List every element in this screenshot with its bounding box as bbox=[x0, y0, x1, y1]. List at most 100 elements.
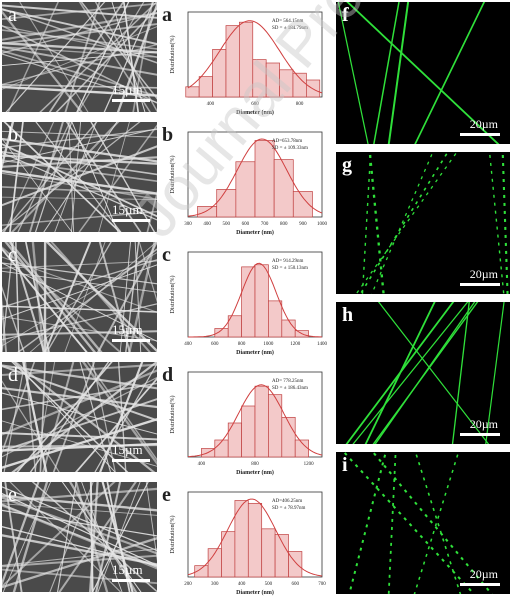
histogram-bar bbox=[241, 266, 256, 338]
panel-label: c bbox=[162, 244, 171, 266]
histogram-chart: 400 600 800 1000 1200 1400 Diameter (nm) Distri… bbox=[169, 251, 328, 356]
mean-annotation: AD= 778.25nm bbox=[272, 379, 304, 384]
histogram-c: 400 600 800 1000 1200 1400 Diameter (nm) Distri… bbox=[160, 242, 330, 357]
scale-label: 15µm bbox=[112, 202, 143, 217]
sem-panel-e: e 15µm bbox=[2, 482, 157, 592]
panel-label: i bbox=[342, 454, 348, 476]
histogram-bar bbox=[261, 528, 276, 578]
histogram-chart: 400 600 800 Diameter (nm) Distribution(%) AD=… bbox=[169, 11, 323, 116]
x-tick-label: 300 bbox=[184, 222, 192, 227]
fluorescence-fibers-image bbox=[342, 452, 494, 594]
x-tick-label: 1200 bbox=[290, 342, 301, 347]
sem-panel-c: c 15µm bbox=[2, 242, 157, 352]
histogram-bar bbox=[254, 385, 269, 458]
scale-label: 20µm bbox=[469, 567, 498, 581]
panel-label: c bbox=[8, 244, 17, 266]
x-tick-label: 800 bbox=[296, 102, 304, 107]
fluorescence-panel-h: h 20µm bbox=[336, 302, 510, 444]
sd-annotation: SD = ± 109.33nm bbox=[272, 146, 308, 151]
x-tick-label: 400 bbox=[184, 342, 192, 347]
sem-fibers-image bbox=[2, 122, 157, 232]
x-tick-label: 600 bbox=[242, 222, 250, 227]
histogram-bar bbox=[216, 189, 237, 218]
scale-label: 15µm bbox=[112, 82, 143, 97]
histogram-bar bbox=[254, 264, 269, 338]
histogram-bar bbox=[268, 394, 283, 458]
x-axis-label: Diameter (nm) bbox=[236, 469, 274, 476]
x-axis-label: Diameter (nm) bbox=[236, 589, 274, 596]
x-tick-label: 700 bbox=[318, 582, 326, 587]
scale-bar bbox=[460, 433, 500, 436]
histogram-bar bbox=[225, 25, 240, 98]
sem-panel-b: b 15µm bbox=[2, 122, 157, 232]
x-tick-label: 700 bbox=[261, 222, 269, 227]
x-tick-label: 1000 bbox=[263, 342, 274, 347]
histogram-a: 400 600 800 Diameter (nm) Distribution(%) AD=… bbox=[160, 2, 330, 117]
histogram-bar bbox=[198, 76, 213, 98]
fluorescence-fibers-image bbox=[337, 2, 500, 144]
x-tick-label: 600 bbox=[211, 342, 219, 347]
scale-bar bbox=[112, 219, 150, 222]
x-tick-label: 400 bbox=[207, 102, 215, 107]
y-axis-label: Distribution(%) bbox=[169, 36, 176, 74]
sd-annotation: SD = ± 184.79nm bbox=[272, 26, 308, 31]
y-axis-label: Distribution(%) bbox=[169, 276, 176, 314]
y-axis-label: Distribution(%) bbox=[169, 516, 176, 554]
scale-bar bbox=[460, 583, 500, 586]
scale-label: 15µm bbox=[112, 322, 143, 337]
fluorescence-panel-g: g 20µm bbox=[336, 152, 510, 294]
scale-label: 15µm bbox=[112, 442, 143, 457]
sem-panel-a: a 15µm bbox=[2, 2, 157, 112]
sem-fibers-image bbox=[2, 362, 157, 472]
scale-bar bbox=[112, 459, 150, 462]
scale-bar bbox=[112, 99, 150, 102]
sd-annotation: SD = ± 150.13nm bbox=[272, 266, 308, 271]
panel-label: f bbox=[342, 4, 349, 26]
x-axis-label: Diameter (nm) bbox=[236, 109, 274, 116]
histogram-bar bbox=[265, 62, 280, 98]
fit-curve bbox=[188, 262, 322, 338]
fluorescence-panel-f: f 20µm bbox=[336, 2, 510, 144]
y-axis-label: Distribution(%) bbox=[169, 156, 176, 194]
histogram-bar bbox=[281, 416, 296, 458]
x-tick-label: 400 bbox=[238, 582, 246, 587]
mean-annotation: AD=406.25nm bbox=[272, 499, 302, 504]
x-tick-label: 600 bbox=[251, 102, 259, 107]
x-tick-label: 1200 bbox=[304, 462, 315, 467]
fluorescence-fibers-image bbox=[345, 302, 505, 444]
x-tick-label: 1000 bbox=[317, 222, 328, 227]
scale-bar bbox=[460, 133, 500, 136]
x-tick-label: 400 bbox=[203, 222, 211, 227]
scale-label: 20µm bbox=[469, 417, 498, 431]
histogram-bar bbox=[292, 191, 313, 218]
y-axis-label: Distribution(%) bbox=[169, 396, 176, 434]
panel-label: e bbox=[8, 484, 17, 506]
histogram-chart: 200 300 400 500 600 700 Diameter (nm) Distribut… bbox=[169, 491, 326, 596]
histogram-bar bbox=[252, 59, 267, 98]
fluorescence-fibers-image bbox=[355, 152, 509, 294]
panel-label: b bbox=[8, 124, 18, 146]
histogram-bar bbox=[235, 161, 256, 218]
sd-annotation: SD = ± 186.43nm bbox=[272, 386, 308, 391]
histogram-bar bbox=[214, 439, 229, 458]
panel-label: d bbox=[162, 364, 174, 386]
panel-label: d bbox=[8, 364, 18, 386]
histogram-bar bbox=[197, 206, 218, 218]
x-tick-label: 900 bbox=[299, 222, 307, 227]
fit-curve bbox=[187, 138, 323, 217]
histogram-bar bbox=[212, 49, 227, 98]
scale-label: 20µm bbox=[469, 117, 498, 131]
histogram-bar bbox=[281, 319, 296, 338]
histogram-chart: 400 800 1200 Diameter (nm) Distribution(%) AD… bbox=[169, 371, 323, 476]
histogram-bar bbox=[292, 72, 307, 98]
panel-label: e bbox=[162, 484, 171, 506]
fit-curve bbox=[187, 384, 323, 458]
scale-bar bbox=[112, 339, 150, 342]
histogram-b: 300 400 500 600 700 800 900 1000 Diameter (nm) Di… bbox=[160, 122, 330, 237]
histogram-chart: 300 400 500 600 700 800 900 1000 Diameter (nm) Di… bbox=[169, 131, 328, 236]
histogram-bar bbox=[268, 300, 283, 338]
histogram-bar bbox=[247, 502, 263, 578]
panel-label: b bbox=[162, 124, 174, 146]
histogram-bar bbox=[279, 69, 294, 98]
panel-label: h bbox=[342, 304, 354, 326]
